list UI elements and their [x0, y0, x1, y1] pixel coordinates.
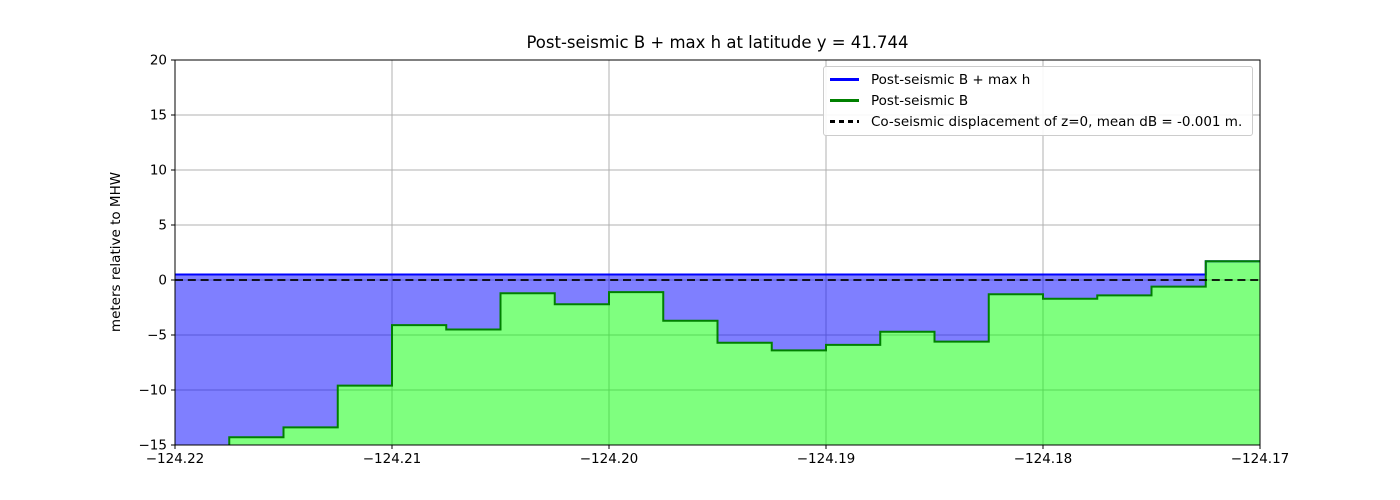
plot-border	[174, 59, 1261, 446]
y-tick-label: 10	[150, 163, 167, 179]
x-tick-label: −124.21	[363, 451, 422, 467]
y-axis-label: meters relative to MHW	[108, 171, 124, 333]
post-seismic-b-line	[228, 260, 1260, 445]
post-seismic-b-plus-max-h-fill-area	[175, 274, 1206, 445]
legend-sample-1	[830, 99, 859, 102]
y-tick-label: −15	[139, 438, 168, 454]
y-tick-label: −10	[139, 383, 168, 399]
post-seismic-b-plus-max-h-line	[175, 260, 1260, 276]
y-tick-label: 15	[150, 108, 167, 124]
legend-item-post-seismic-b-plus-max-h: Post-seismic B + max h	[830, 69, 1244, 90]
legend-sample-0	[830, 78, 859, 81]
legend-label-post-seismic-b: Post-seismic B	[871, 92, 969, 109]
legend-label-post-seismic-b-plus-max-h: Post-seismic B + max h	[871, 71, 1031, 88]
plot-series-group	[175, 260, 1260, 445]
legend-sample-2	[830, 120, 859, 123]
y-tick-label: 0	[158, 273, 167, 289]
legend: Post-seismic B + max h Post-seismic B Co…	[823, 66, 1253, 136]
x-tick-label: −124.19	[797, 451, 856, 467]
legend-label-co-seismic-displacement: Co-seismic displacement of z=0, mean dB …	[871, 113, 1243, 130]
chart-title: Post-seismic B + max h at latitude y = 4…	[526, 33, 909, 52]
y-tick-label: 5	[158, 218, 167, 234]
x-tick-label: −124.20	[580, 451, 639, 467]
x-tick-label: −124.18	[1014, 451, 1073, 467]
y-tick-label: −5	[147, 328, 167, 344]
x-tick-label: −124.22	[146, 451, 205, 467]
legend-item-post-seismic-b: Post-seismic B	[830, 90, 1244, 111]
x-tick-label: −124.17	[1231, 451, 1290, 467]
y-tick-label: 20	[150, 53, 167, 69]
post-seismic-b-fill-area	[229, 261, 1260, 445]
legend-item-co-seismic-displacement: Co-seismic displacement of z=0, mean dB …	[830, 111, 1244, 132]
